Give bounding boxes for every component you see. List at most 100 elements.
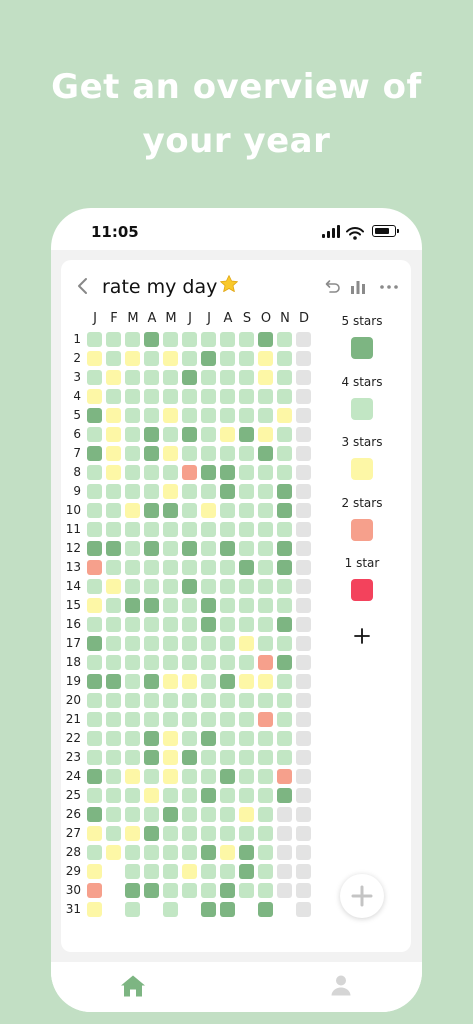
day-cell[interactable] — [258, 541, 273, 556]
day-cell[interactable] — [296, 503, 311, 518]
day-cell[interactable] — [258, 902, 273, 917]
day-cell[interactable] — [201, 427, 216, 442]
day-cell[interactable] — [220, 598, 235, 613]
day-cell[interactable] — [87, 408, 102, 423]
legend-item[interactable]: 4 stars — [331, 375, 393, 420]
day-cell[interactable] — [258, 826, 273, 841]
day-cell[interactable] — [87, 693, 102, 708]
day-cell[interactable] — [182, 807, 197, 822]
legend-item[interactable]: 2 stars — [331, 496, 393, 541]
day-cell[interactable] — [277, 731, 292, 746]
day-cell[interactable] — [296, 332, 311, 347]
day-cell[interactable] — [277, 788, 292, 803]
day-cell[interactable] — [201, 579, 216, 594]
day-cell[interactable] — [182, 788, 197, 803]
day-cell[interactable] — [125, 522, 140, 537]
day-cell[interactable] — [106, 522, 121, 537]
day-cell[interactable] — [239, 598, 254, 613]
day-cell[interactable] — [296, 807, 311, 822]
day-cell[interactable] — [106, 750, 121, 765]
day-cell[interactable] — [277, 845, 292, 860]
day-cell[interactable] — [277, 465, 292, 480]
day-cell[interactable] — [144, 807, 159, 822]
day-cell[interactable] — [144, 769, 159, 784]
day-cell[interactable] — [239, 712, 254, 727]
day-cell[interactable] — [125, 807, 140, 822]
legend-item[interactable]: 5 stars — [331, 314, 393, 359]
day-cell[interactable] — [87, 617, 102, 632]
day-cell[interactable] — [182, 674, 197, 689]
day-cell[interactable] — [163, 712, 178, 727]
day-cell[interactable] — [163, 864, 178, 879]
day-cell[interactable] — [277, 655, 292, 670]
day-cell[interactable] — [258, 864, 273, 879]
day-cell[interactable] — [125, 465, 140, 480]
day-cell[interactable] — [182, 484, 197, 499]
day-cell[interactable] — [258, 408, 273, 423]
day-cell[interactable] — [182, 522, 197, 537]
day-cell[interactable] — [220, 389, 235, 404]
day-cell[interactable] — [201, 541, 216, 556]
day-cell[interactable] — [144, 522, 159, 537]
day-cell[interactable] — [239, 408, 254, 423]
day-cell[interactable] — [201, 389, 216, 404]
day-cell[interactable] — [220, 674, 235, 689]
day-cell[interactable] — [163, 332, 178, 347]
day-cell[interactable] — [220, 446, 235, 461]
day-cell[interactable] — [258, 351, 273, 366]
day-cell[interactable] — [144, 883, 159, 898]
day-cell[interactable] — [258, 332, 273, 347]
day-cell[interactable] — [87, 712, 102, 727]
day-cell[interactable] — [144, 845, 159, 860]
day-cell[interactable] — [296, 617, 311, 632]
day-cell[interactable] — [144, 389, 159, 404]
day-cell[interactable] — [201, 845, 216, 860]
day-cell[interactable] — [163, 446, 178, 461]
home-icon[interactable] — [120, 974, 146, 998]
day-cell[interactable] — [163, 503, 178, 518]
day-cell[interactable] — [182, 351, 197, 366]
day-cell[interactable] — [201, 617, 216, 632]
day-cell[interactable] — [163, 541, 178, 556]
day-cell[interactable] — [201, 788, 216, 803]
day-cell[interactable] — [125, 769, 140, 784]
day-cell[interactable] — [220, 769, 235, 784]
day-cell[interactable] — [106, 503, 121, 518]
day-cell[interactable] — [258, 579, 273, 594]
day-cell[interactable] — [182, 598, 197, 613]
day-cell[interactable] — [182, 617, 197, 632]
day-cell[interactable] — [239, 788, 254, 803]
back-chevron-icon[interactable] — [73, 276, 93, 296]
day-cell[interactable] — [163, 389, 178, 404]
day-cell[interactable] — [163, 579, 178, 594]
day-cell[interactable] — [239, 826, 254, 841]
day-cell[interactable] — [258, 655, 273, 670]
day-cell[interactable] — [125, 750, 140, 765]
day-cell[interactable] — [201, 351, 216, 366]
day-cell[interactable] — [87, 598, 102, 613]
day-cell[interactable] — [182, 864, 197, 879]
day-cell[interactable] — [239, 484, 254, 499]
day-cell[interactable] — [87, 845, 102, 860]
day-cell[interactable] — [239, 560, 254, 575]
day-cell[interactable] — [258, 446, 273, 461]
day-cell[interactable] — [125, 731, 140, 746]
day-cell[interactable] — [201, 503, 216, 518]
day-cell[interactable] — [163, 351, 178, 366]
day-cell[interactable] — [201, 446, 216, 461]
day-cell[interactable] — [277, 351, 292, 366]
day-cell[interactable] — [182, 332, 197, 347]
day-cell[interactable] — [220, 541, 235, 556]
day-cell[interactable] — [239, 351, 254, 366]
day-cell[interactable] — [258, 560, 273, 575]
day-cell[interactable] — [144, 427, 159, 442]
day-cell[interactable] — [277, 579, 292, 594]
day-cell[interactable] — [201, 693, 216, 708]
day-cell[interactable] — [239, 636, 254, 651]
day-cell[interactable] — [296, 731, 311, 746]
day-cell[interactable] — [258, 693, 273, 708]
day-cell[interactable] — [125, 788, 140, 803]
day-cell[interactable] — [125, 579, 140, 594]
day-cell[interactable] — [296, 579, 311, 594]
day-cell[interactable] — [201, 484, 216, 499]
